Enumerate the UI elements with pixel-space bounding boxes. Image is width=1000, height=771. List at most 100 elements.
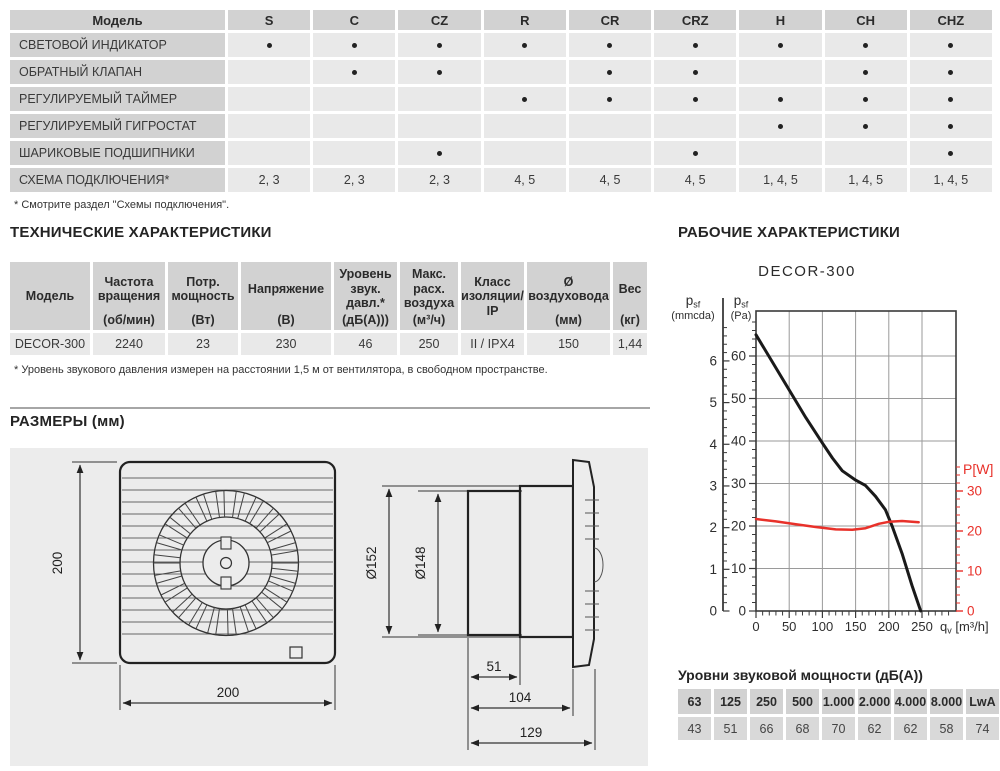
features-cell: 4, 5 [483, 168, 566, 192]
features-col-header-crz: CRZ [654, 10, 737, 30]
features-row-label: СВЕТОВОЙ ИНДИКАТОР [10, 33, 225, 57]
features-cell [654, 141, 737, 165]
tech-col-name: Частота вращения [97, 274, 161, 303]
fan-side-view: Ø152 Ø148 51 104 129 [364, 458, 604, 750]
tech-col-header: Напряжение (В) [241, 262, 331, 330]
dimensions-panel: 200 200 [10, 448, 648, 766]
tech-col-header: Потр. мощность (Вт) [168, 262, 238, 330]
features-cell [654, 87, 737, 111]
features-cell: 2, 3 [228, 168, 311, 192]
tech-col-header: Макс. расх. воздуха (м³/ч) [400, 262, 458, 330]
feature-dot [777, 123, 783, 129]
svg-text:2: 2 [709, 520, 717, 535]
tech-col-header: Модель [10, 262, 90, 330]
features-footnote: * Смотрите раздел "Схемы подключения". [14, 199, 230, 211]
chart-plot: 0 50 100 150 200 2500102030405060012345601020… [671, 293, 993, 636]
sound-band-header: 1.000 [822, 689, 855, 714]
features-cell [313, 60, 396, 84]
features-col-header-ch: CH [824, 10, 907, 30]
features-cell [568, 33, 652, 57]
svg-text:50: 50 [782, 619, 796, 634]
features-row-label: РЕГУЛИРУЕМЫЙ ТАЙМЕР [10, 87, 225, 111]
feature-dot [607, 69, 613, 75]
features-cell [398, 87, 481, 111]
front-height-label: 200 [50, 552, 65, 575]
features-cell [228, 33, 311, 57]
features-cell [398, 60, 481, 84]
svg-text:0: 0 [752, 619, 759, 634]
sound-level-value: 66 [750, 717, 783, 740]
x-axis-label: qv [m³/h] [940, 619, 989, 636]
features-cell [483, 87, 566, 111]
indicator-window [289, 646, 303, 659]
tech-cell: 250 [400, 333, 458, 355]
total-length-label: 129 [520, 725, 543, 740]
features-cell [483, 114, 566, 138]
sound-section-title: Уровни звуковой мощности (дБ(А)) [678, 667, 923, 683]
tech-footnote: * Уровень звукового давления измерен на … [14, 364, 548, 376]
tech-cell: 1,44 [613, 333, 647, 355]
dimensions-section-title: РАЗМЕРЫ (мм) [10, 413, 125, 430]
tech-col-name: Уровень звук. давл.* [339, 267, 392, 311]
features-cell [228, 60, 311, 84]
feature-dot [692, 96, 698, 102]
curve-power [754, 517, 920, 532]
feature-dot [948, 42, 954, 48]
feature-dot [863, 96, 869, 102]
svg-text:150: 150 [845, 619, 867, 634]
features-cell: 4, 5 [568, 168, 652, 192]
features-cell [909, 60, 992, 84]
tech-col-name: Модель [25, 289, 75, 304]
tech-cell: 150 [527, 333, 610, 355]
sound-band-header: 250 [750, 689, 783, 714]
features-cell [313, 114, 396, 138]
tech-col-unit: (об/мин) [103, 313, 155, 327]
features-cell [313, 87, 396, 111]
features-cell [824, 33, 907, 57]
front-width-dimension [119, 665, 336, 710]
tech-col-unit: (дБ(А))) [342, 313, 389, 327]
features-cell [909, 33, 992, 57]
tech-col-unit: (В) [277, 313, 295, 327]
feature-dot [607, 42, 613, 48]
svg-text:0: 0 [967, 604, 975, 619]
features-cell [228, 141, 311, 165]
feature-dot [437, 69, 443, 75]
svg-text:psf: psf [734, 293, 749, 310]
tech-col-name: Ø воздуховода [528, 274, 609, 303]
tech-table: Модель Частота вращения (об/мин) Потр. мощн… [10, 262, 647, 355]
section-divider [10, 407, 650, 409]
features-cell: 2, 3 [313, 168, 396, 192]
features-col-header-cr: CR [568, 10, 652, 30]
tech-cell: 46 [334, 333, 397, 355]
inner-diameter-label: Ø148 [413, 546, 428, 579]
features-cell [654, 33, 737, 57]
side-extension-lines [382, 485, 596, 750]
svg-text:(Pa): (Pa) [731, 310, 752, 322]
tech-col-header: Уровень звук. давл.* (дБ(А))) [334, 262, 397, 330]
feature-dot [863, 69, 869, 75]
tech-col-unit: (мм) [555, 313, 582, 327]
svg-text:30: 30 [731, 476, 746, 491]
features-cell: 1, 4, 5 [739, 168, 822, 192]
features-row-label: РЕГУЛИРУЕМЫЙ ГИГРОСТАТ [10, 114, 225, 138]
sound-level-value: 43 [678, 717, 711, 740]
length-dimensions [470, 673, 593, 747]
features-cell [824, 114, 907, 138]
features-col-header-s: S [228, 10, 311, 30]
svg-text:100: 100 [812, 619, 834, 634]
features-cell [398, 33, 481, 57]
feature-dot [863, 42, 869, 48]
tech-section-title: ТЕХНИЧЕСКИЕ ХАРАКТЕРИСТИКИ [10, 224, 272, 241]
hub-slot-bottom [220, 576, 232, 590]
features-row-label: ШАРИКОВЫЕ ПОДШИПНИКИ [10, 141, 225, 165]
sound-band-header: 63 [678, 689, 711, 714]
tech-cell: II / IPX4 [461, 333, 524, 355]
tech-cell: 23 [168, 333, 238, 355]
fan-center-hole [219, 556, 233, 570]
features-cell [568, 114, 652, 138]
panel-hub-arc [593, 547, 604, 583]
features-col-header-cz: CZ [398, 10, 481, 30]
feature-dot [692, 69, 698, 75]
features-cell [739, 114, 822, 138]
